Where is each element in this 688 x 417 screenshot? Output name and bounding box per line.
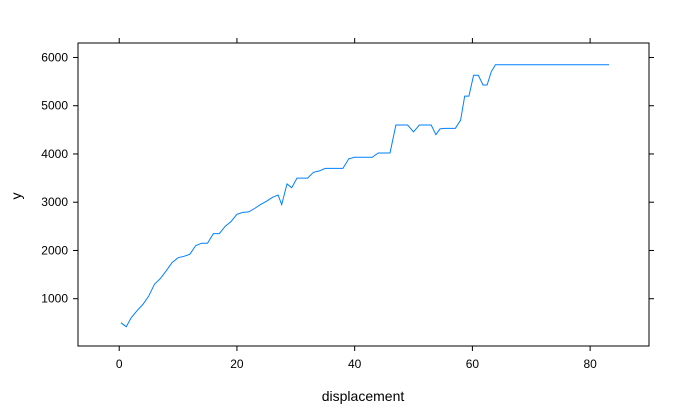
axis-ticks xyxy=(73,38,654,351)
series-line xyxy=(120,64,609,328)
x-tick-label: 20 xyxy=(230,357,244,371)
y-tick-label: 4000 xyxy=(41,147,68,161)
y-tick-label: 6000 xyxy=(41,50,68,64)
x-tick-label: 80 xyxy=(583,357,597,371)
y-tick-label: 3000 xyxy=(41,195,68,209)
plot-frame xyxy=(77,42,650,347)
x-tick-label: 0 xyxy=(116,357,123,371)
x-axis-title: displacement xyxy=(322,388,405,404)
y-tick-label: 5000 xyxy=(41,99,68,113)
y-tick-label: 1000 xyxy=(41,292,68,306)
y-tick-label: 2000 xyxy=(41,243,68,257)
x-tick-label: 40 xyxy=(348,357,362,371)
y-axis-title: y xyxy=(8,193,24,200)
axis-tick-labels: 0 20 40 60 80 1000 2000 3000 4000 5000 6000 xyxy=(41,50,597,371)
x-tick-label: 60 xyxy=(466,357,480,371)
